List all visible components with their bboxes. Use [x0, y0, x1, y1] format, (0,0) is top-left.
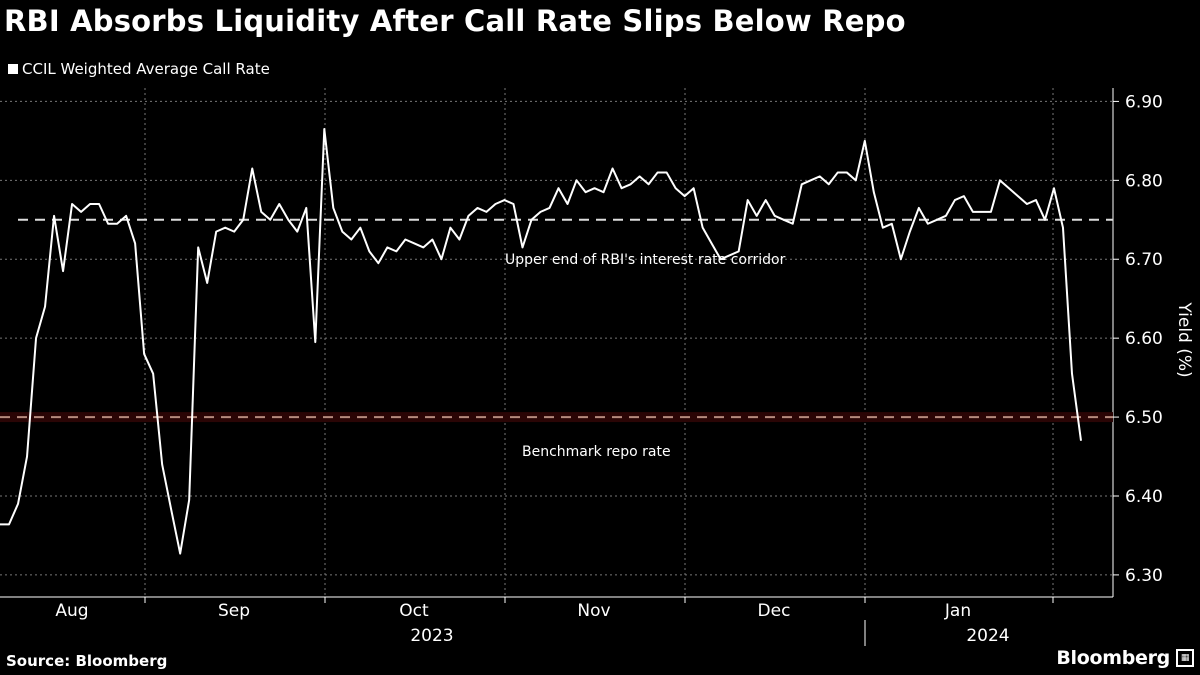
y-tick-label: 6.60: [1125, 329, 1163, 349]
y-tick-label: 6.50: [1125, 408, 1163, 428]
bloomberg-logo: Bloomberg ▦: [1056, 647, 1194, 669]
repo-annotation: Benchmark repo rate: [522, 444, 671, 460]
y-tick-label: 6.70: [1125, 250, 1163, 270]
y-tick-label: 6.30: [1125, 566, 1163, 586]
y-axis-title: Yield (%): [1174, 301, 1194, 377]
source-note: Source: Bloomberg: [6, 652, 168, 670]
x-month-label: Oct: [399, 601, 429, 621]
y-tick-label: 6.90: [1125, 92, 1163, 112]
x-month-label: Aug: [55, 601, 88, 621]
call-rate-line: [0, 128, 1082, 555]
corridor-annotation: Upper end of RBI's interest rate corrido…: [505, 252, 786, 268]
legend-swatch: [8, 64, 18, 74]
repo-band: [0, 412, 1113, 423]
x-year-label: 2023: [410, 626, 453, 646]
x-month-label: Sep: [218, 601, 250, 621]
legend-label: CCIL Weighted Average Call Rate: [22, 60, 270, 78]
x-month-label: Jan: [944, 601, 971, 621]
y-tick-label: 6.80: [1125, 171, 1163, 191]
x-year-label: 2024: [966, 626, 1009, 646]
logo-box-icon: ▦: [1176, 649, 1194, 667]
y-tick-label: 6.40: [1125, 487, 1163, 507]
logo-text: Bloomberg: [1056, 647, 1170, 669]
x-month-label: Dec: [758, 601, 791, 621]
chart-title: RBI Absorbs Liquidity After Call Rate Sl…: [4, 4, 906, 38]
legend: CCIL Weighted Average Call Rate: [8, 60, 270, 78]
x-month-label: Nov: [577, 601, 610, 621]
